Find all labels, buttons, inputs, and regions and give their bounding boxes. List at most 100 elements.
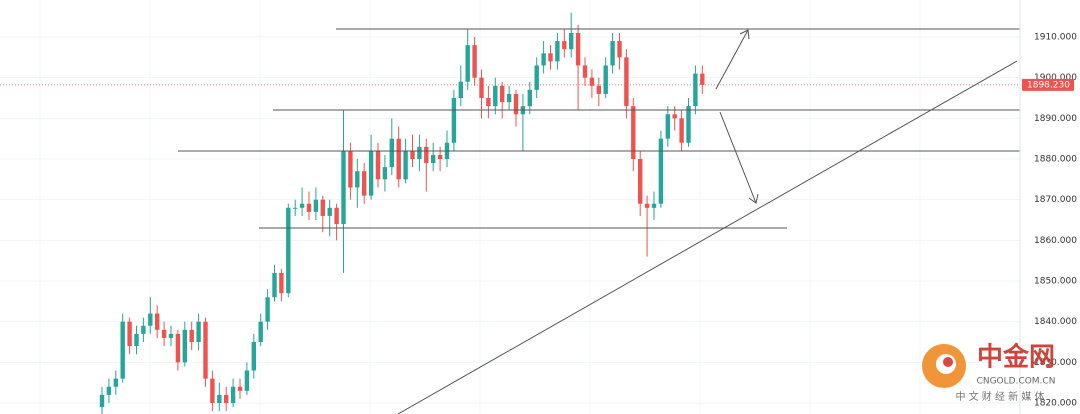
candle-body: [410, 150, 415, 160]
candle-body: [665, 114, 670, 139]
candle-body: [396, 138, 401, 180]
candle-body: [306, 203, 312, 212]
candle-body: [375, 150, 381, 180]
candle-body: [313, 199, 319, 212]
grid: [0, 0, 1020, 414]
candle-body: [175, 333, 181, 363]
candle-body: [265, 297, 270, 322]
candle-body: [161, 329, 167, 338]
candle-body: [382, 167, 388, 180]
candle-body: [210, 378, 215, 404]
y-tick-label: 1900.000: [1034, 73, 1077, 83]
candle-body: [258, 321, 263, 343]
candle-body: [106, 386, 112, 395]
candle-body: [451, 98, 457, 143]
candle-body: [341, 150, 346, 225]
candle-body: [293, 207, 298, 209]
candle-body: [555, 41, 560, 62]
y-tick-label: 1870.000: [1034, 195, 1077, 205]
candle-body: [658, 138, 664, 204]
candle-body: [541, 53, 546, 66]
candle-body: [272, 272, 277, 298]
candle-body: [348, 150, 353, 188]
candle-body: [279, 272, 284, 294]
candle-body: [589, 77, 595, 86]
candle-body: [686, 106, 691, 143]
y-tick-label: 1830.000: [1034, 358, 1077, 368]
candle-body: [286, 207, 291, 294]
candle-body: [493, 85, 498, 107]
candle-body: [651, 203, 657, 208]
candle-body: [472, 45, 477, 78]
candle-body: [638, 159, 643, 204]
y-tick-label: 1880.000: [1034, 155, 1077, 165]
candle-body: [134, 333, 139, 347]
candle-body: [644, 203, 650, 208]
candle-body: [458, 81, 463, 99]
candle-body: [189, 329, 194, 343]
candle-body: [513, 93, 519, 115]
candles: [99, 12, 705, 414]
candle-body: [624, 57, 629, 107]
price-axis: [1020, 0, 1080, 414]
candle-body: [534, 65, 539, 90]
candle-body: [217, 394, 222, 404]
candle-body: [120, 321, 125, 379]
candle-body: [244, 370, 250, 391]
candle-body: [548, 53, 553, 62]
candle-body: [251, 342, 256, 371]
candle-body: [299, 203, 305, 208]
drawings: [178, 28, 1020, 414]
candle-body: [320, 199, 325, 216]
candle-body: [582, 65, 588, 78]
candle-body: [368, 150, 374, 196]
candle-body: [603, 65, 608, 94]
candle-body: [596, 85, 601, 94]
candle-body: [527, 89, 532, 107]
watermark-site: CNGOLD.COM.CN: [977, 377, 1056, 387]
candle-body: [437, 154, 443, 160]
arrow: [719, 111, 757, 204]
candle-body: [127, 321, 132, 347]
candle-body: [486, 98, 491, 107]
y-tick-label: 1860.000: [1034, 236, 1077, 246]
candle-body: [230, 386, 236, 404]
candle-body: [237, 386, 243, 391]
last-price-box: [1022, 78, 1074, 91]
candle-body: [431, 154, 436, 164]
last-price-label: 1898.230: [1027, 80, 1070, 90]
candle-body: [479, 77, 484, 99]
candle-body: [403, 150, 408, 180]
candle-body: [417, 146, 422, 160]
candle-body: [465, 45, 470, 82]
candle-body: [203, 321, 208, 379]
candle-body: [113, 378, 118, 387]
candle-body: [500, 85, 505, 103]
y-tick-label: 1910.000: [1034, 33, 1077, 43]
candle-body: [617, 41, 622, 58]
candle-body: [575, 32, 581, 66]
candle-body: [362, 171, 367, 196]
candle-body: [506, 93, 512, 103]
watermark: 中金网 CNGOLD.COM.CN 中 文 财 经 新 媒 体: [922, 342, 1056, 403]
candle-body: [562, 41, 567, 50]
arrow-head: [748, 193, 759, 204]
candle-body: [99, 394, 105, 408]
candle-body: [224, 394, 229, 404]
candle-body: [610, 41, 615, 66]
candle-body: [355, 171, 360, 188]
candle-body: [196, 321, 201, 343]
candle-body: [631, 106, 636, 160]
candle-body: [148, 313, 153, 326]
candle-body: [155, 313, 160, 330]
candle-body: [569, 32, 574, 50]
candle-body: [679, 118, 684, 143]
axis-labels: 1820.000 1830.000 1840.000 1850.000 1860.000…: [1022, 33, 1077, 409]
candle-body: [672, 114, 677, 119]
y-tick-label: 1890.000: [1034, 114, 1077, 124]
arrow-head: [739, 29, 750, 40]
watermark-tagline: 中 文 财 经 新 媒 体: [955, 390, 1044, 403]
candle-body: [389, 138, 394, 168]
candle-body: [141, 325, 146, 334]
